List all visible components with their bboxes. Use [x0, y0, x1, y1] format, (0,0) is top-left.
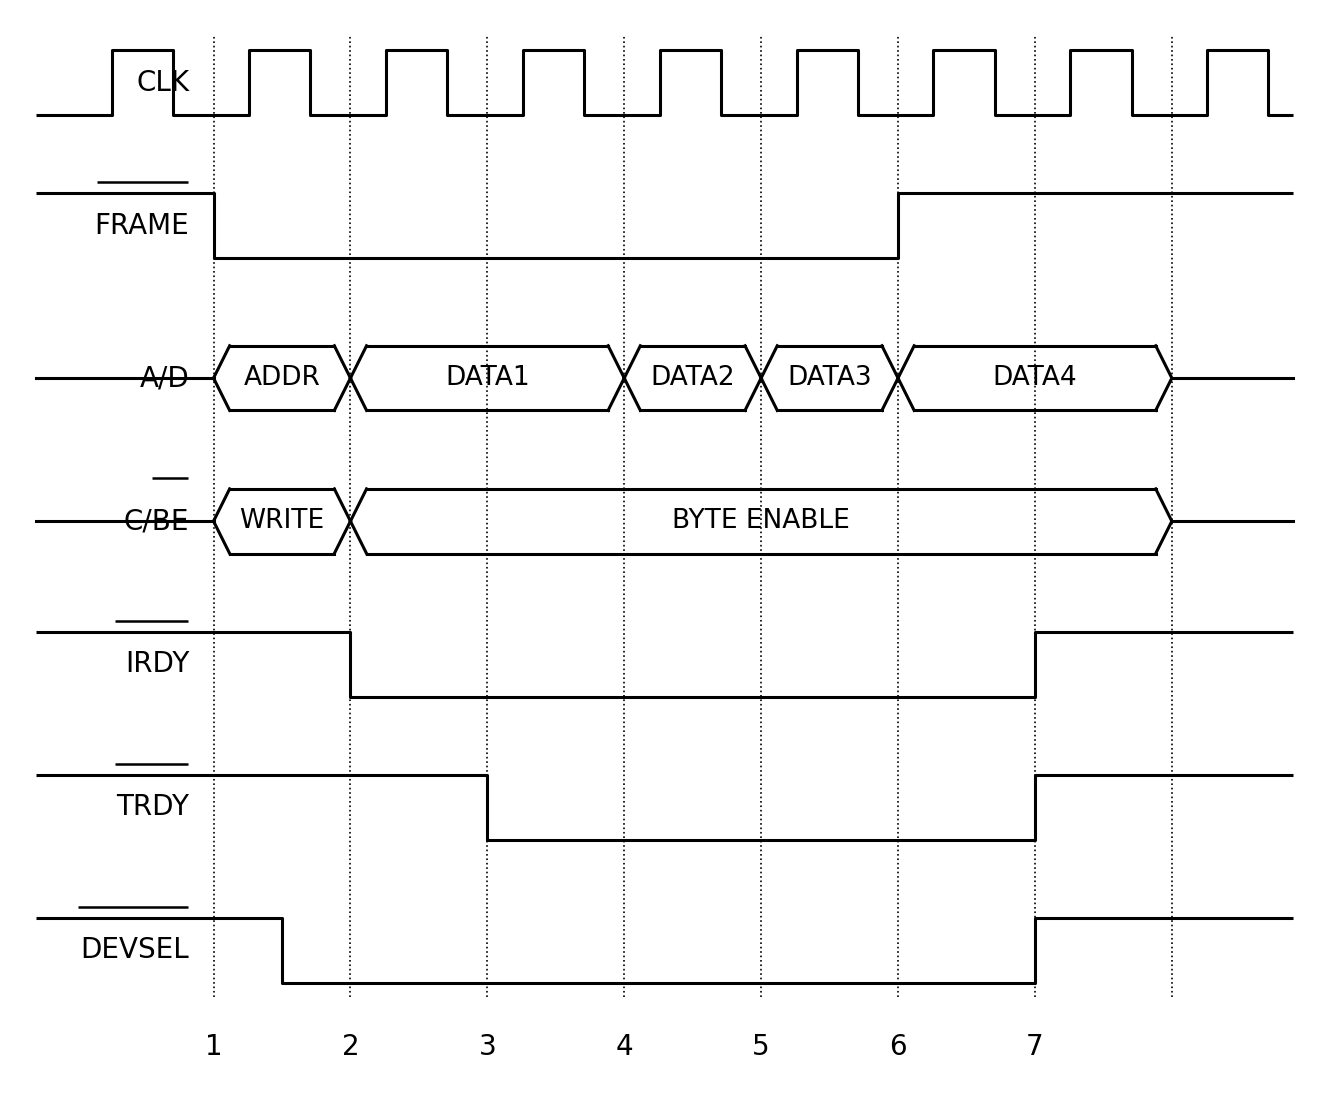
Text: DATA2: DATA2: [650, 365, 735, 391]
Text: 6: 6: [889, 1034, 906, 1062]
Text: 2: 2: [342, 1034, 359, 1062]
Text: DATA3: DATA3: [787, 365, 872, 391]
Text: CLK: CLK: [137, 69, 189, 96]
Text: A/D: A/D: [140, 364, 189, 392]
Text: C/BE: C/BE: [124, 507, 189, 535]
Text: ADDR: ADDR: [243, 365, 320, 391]
Text: IRDY: IRDY: [125, 650, 189, 679]
Text: DATA4: DATA4: [993, 365, 1078, 391]
Text: 4: 4: [615, 1034, 633, 1062]
Text: WRITE: WRITE: [239, 508, 324, 535]
Text: BYTE ENABLE: BYTE ENABLE: [672, 508, 851, 535]
Text: 1: 1: [205, 1034, 222, 1062]
Text: 5: 5: [752, 1034, 769, 1062]
Text: FRAME: FRAME: [94, 211, 189, 240]
Text: 7: 7: [1026, 1034, 1043, 1062]
Text: DATA1: DATA1: [445, 365, 530, 391]
Text: DEVSEL: DEVSEL: [81, 937, 189, 964]
Text: 3: 3: [478, 1034, 496, 1062]
Text: TRDY: TRDY: [117, 794, 189, 821]
